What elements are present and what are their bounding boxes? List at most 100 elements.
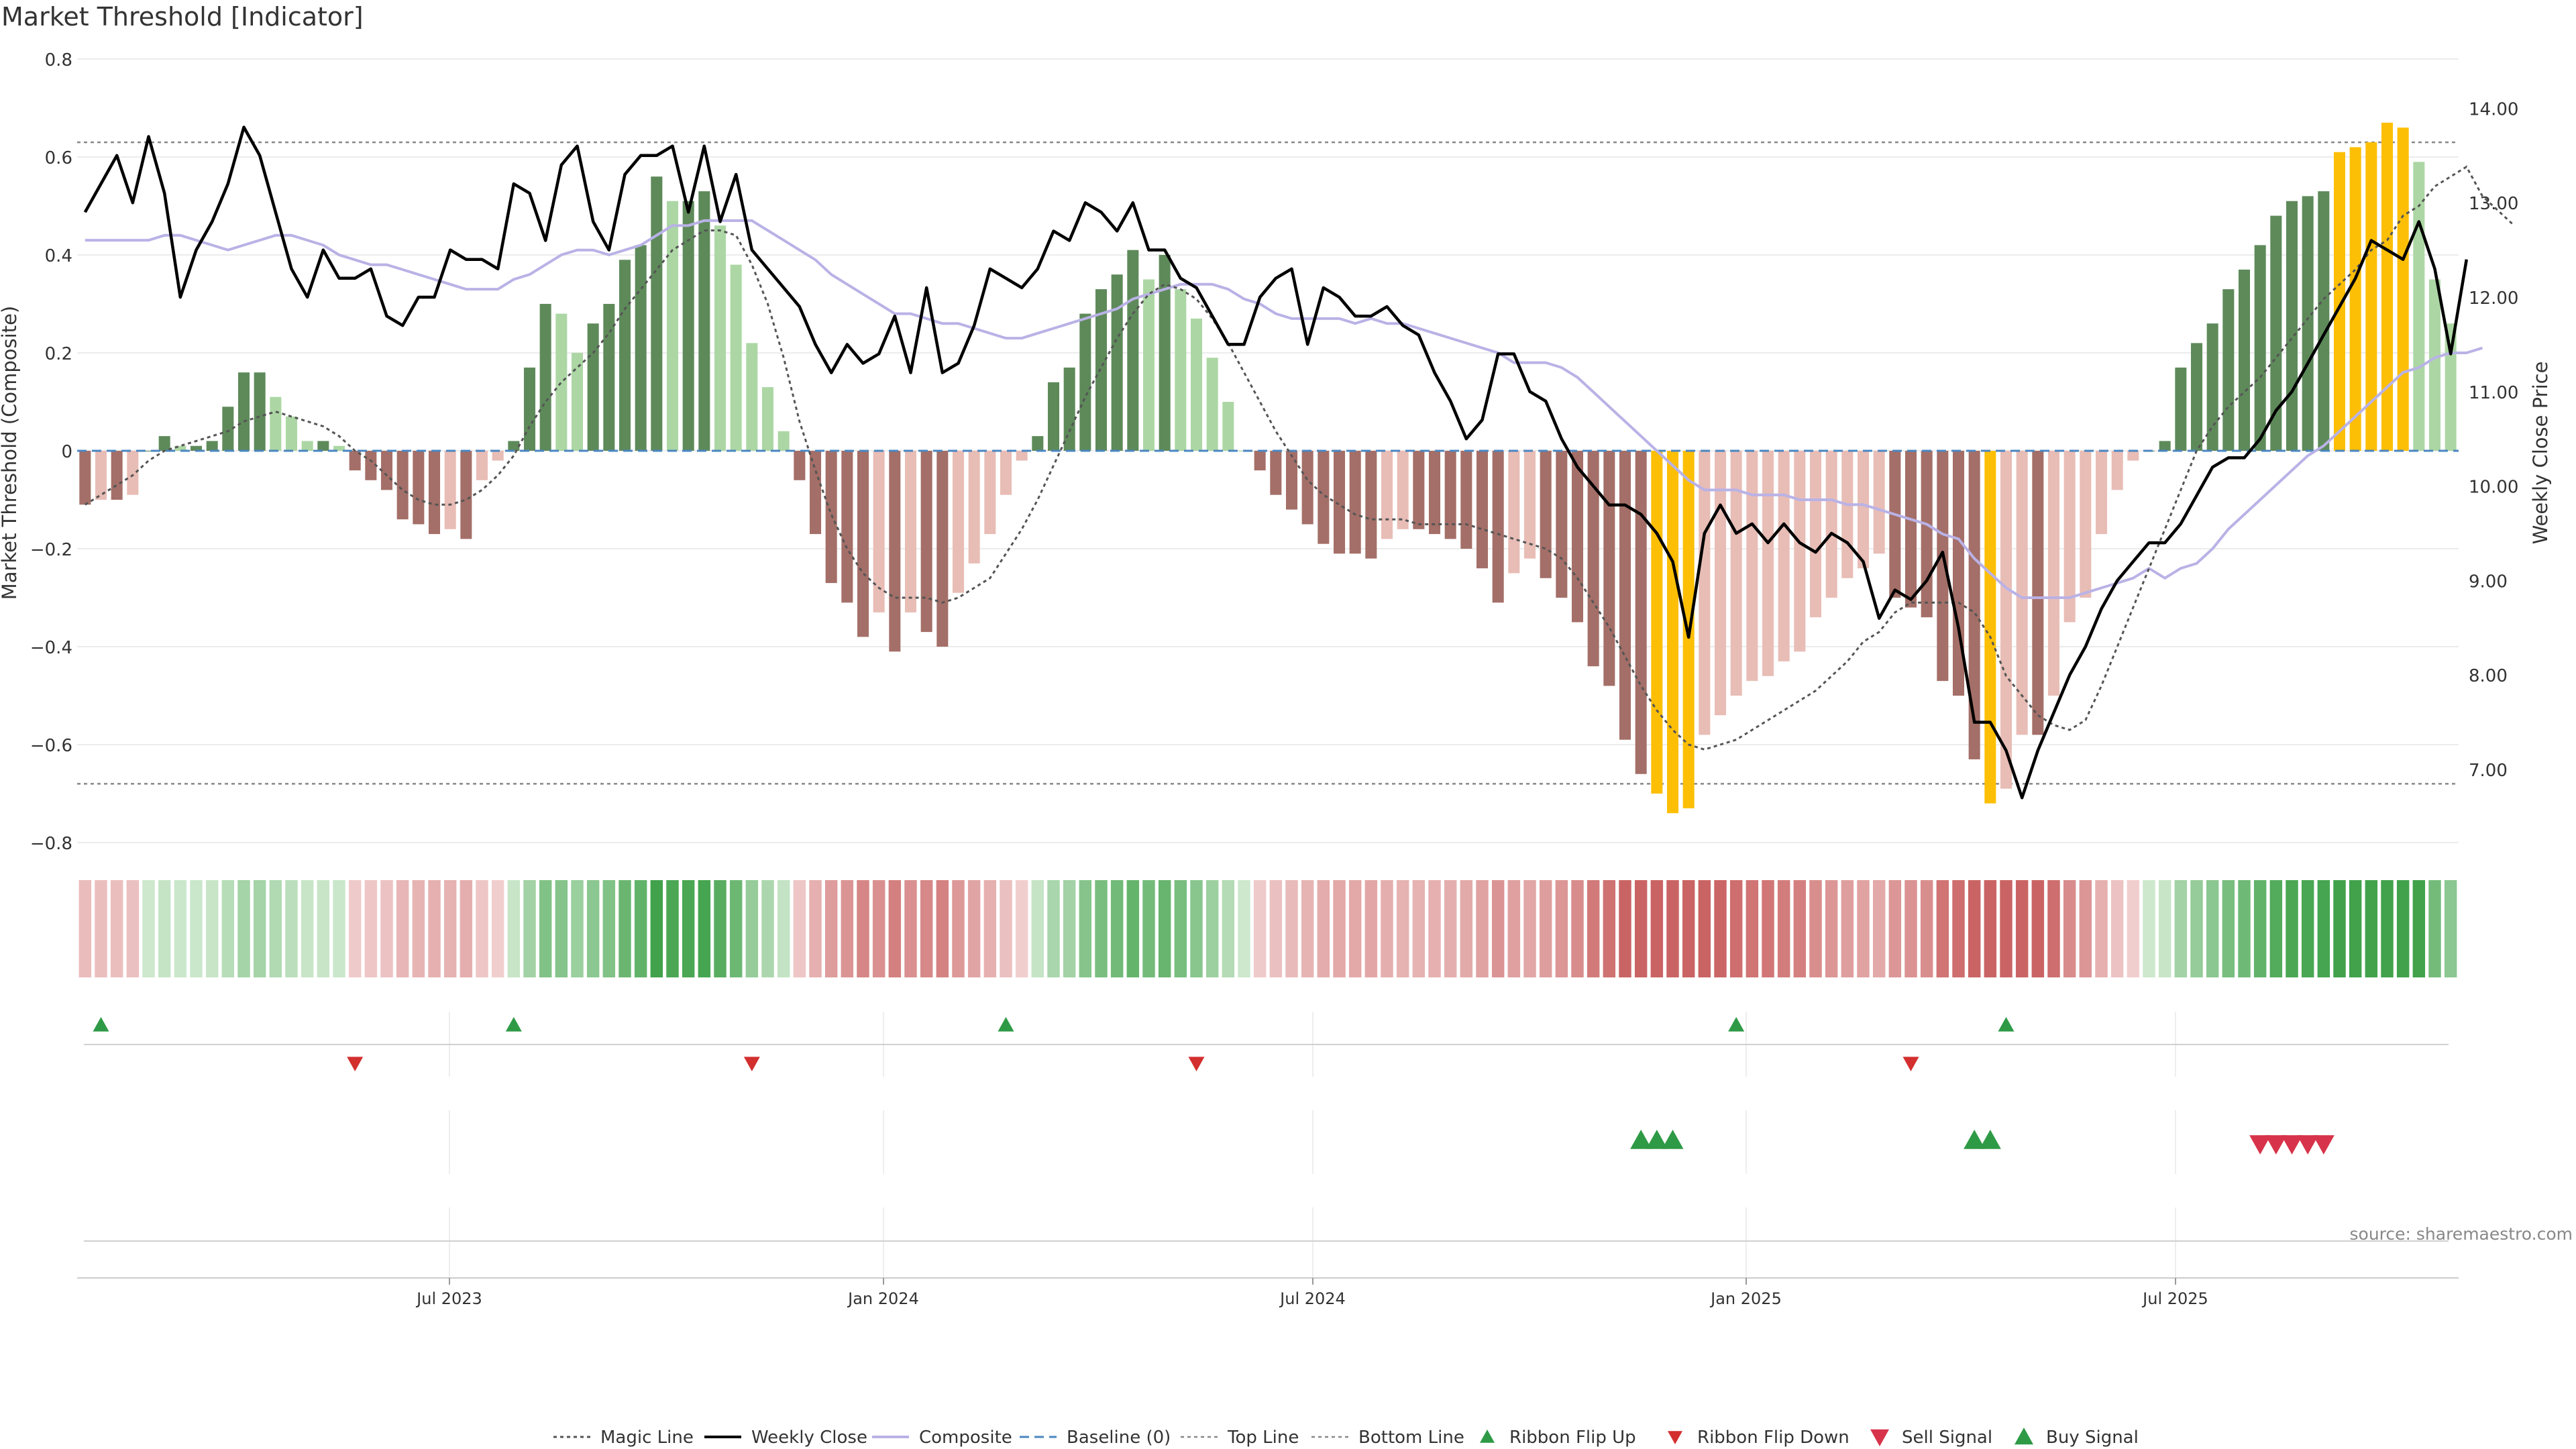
composite-bar bbox=[794, 451, 806, 480]
right-tick-label: 13.00 bbox=[2469, 194, 2518, 214]
composite-bar bbox=[1841, 451, 1854, 578]
ribbon-cell bbox=[253, 880, 266, 977]
ribbon-cell bbox=[1301, 880, 1314, 977]
composite-bar bbox=[1857, 451, 1870, 569]
composite-bar bbox=[1254, 451, 1266, 471]
ribbon-cell bbox=[555, 880, 568, 977]
ribbon-cell bbox=[602, 880, 616, 977]
ribbon-cell bbox=[1523, 880, 1536, 977]
sell-signal-marker bbox=[2249, 1135, 2271, 1155]
composite-bar bbox=[1540, 451, 1552, 578]
ribbon-cell bbox=[2095, 880, 2108, 977]
ribbon-cell bbox=[2317, 880, 2330, 977]
ribbon-cell bbox=[285, 880, 298, 977]
composite-bar bbox=[1523, 451, 1536, 559]
ribbon-cell bbox=[2000, 880, 2012, 977]
ribbon-cell bbox=[1253, 880, 1267, 977]
composite-bar bbox=[2238, 269, 2251, 451]
ribbon-cell bbox=[237, 880, 250, 977]
chart-title: Market Threshold [Indicator] bbox=[1, 2, 364, 32]
ribbon-cell bbox=[1587, 880, 1600, 977]
composite-bar bbox=[301, 441, 313, 451]
composite-bar bbox=[841, 451, 853, 603]
composite-bar bbox=[1889, 451, 1901, 598]
composite-bar bbox=[1444, 451, 1456, 539]
ribbon-cell bbox=[1714, 880, 1727, 977]
composite-bar bbox=[111, 451, 123, 500]
ribbon-cell bbox=[2349, 880, 2362, 977]
ribbon-cell bbox=[1793, 880, 1807, 977]
ribbon-cell bbox=[2222, 880, 2235, 977]
composite-bar bbox=[2222, 289, 2235, 451]
ribbon-cell bbox=[1936, 880, 1949, 977]
ribbon-cell bbox=[2396, 880, 2410, 977]
composite-bar bbox=[285, 416, 298, 451]
composite-bar bbox=[1968, 451, 1980, 759]
composite-bar bbox=[476, 451, 488, 480]
ribbon-cell bbox=[142, 880, 155, 977]
ribbon-cell bbox=[967, 880, 981, 977]
ribbon-cell bbox=[2253, 880, 2267, 977]
ribbon-cell bbox=[1205, 880, 1219, 977]
left-tick-label: 0.4 bbox=[45, 246, 72, 266]
composite-bar bbox=[1175, 289, 1187, 451]
ribbon-cell bbox=[2174, 880, 2188, 977]
ribbon-cell bbox=[1000, 880, 1012, 977]
ribbon-cell bbox=[1079, 880, 1092, 977]
composite-bar bbox=[920, 451, 932, 633]
composite-bar bbox=[666, 201, 679, 451]
ribbon-cell bbox=[888, 880, 902, 977]
ribbon-cell bbox=[1142, 880, 1155, 977]
ribbon-cell bbox=[2286, 880, 2298, 977]
composite-bar bbox=[1016, 451, 1028, 461]
composite-bar bbox=[1937, 451, 1949, 682]
composite-bar bbox=[2302, 196, 2314, 451]
ribbon-cell bbox=[1444, 880, 1457, 977]
composite-bar bbox=[508, 441, 520, 451]
ribbon-cell bbox=[2190, 880, 2203, 977]
composite-bar bbox=[396, 451, 409, 520]
ribbon-cell bbox=[491, 880, 504, 977]
ribbon-flip-up-marker bbox=[505, 1017, 522, 1032]
composite-bar bbox=[1825, 451, 1837, 598]
composite-bar bbox=[761, 387, 774, 451]
ribbon-cell bbox=[1634, 880, 1648, 977]
composite-bar bbox=[2445, 323, 2457, 451]
composite-bar bbox=[651, 176, 663, 451]
composite-bar bbox=[1032, 436, 1044, 451]
composite-bar bbox=[254, 372, 266, 451]
ribbon-cell bbox=[1872, 880, 1886, 977]
ribbon-cell bbox=[983, 880, 997, 977]
ribbon-cell bbox=[221, 880, 235, 977]
composite-bar bbox=[2095, 451, 2108, 535]
source-credit: source: sharemaestro.com bbox=[2350, 1224, 2573, 1244]
x-tick-label: Jul 2023 bbox=[415, 1289, 482, 1308]
x-axis: Jul 2023 Jan 2024 Jul 2024 Jan 2025 Jul 2025 bbox=[77, 1277, 2459, 1308]
ribbon-cell bbox=[190, 880, 203, 977]
ribbon-flip-down-marker bbox=[1902, 1057, 1919, 1071]
ribbon-cell bbox=[2444, 880, 2457, 977]
composite-bar bbox=[1952, 451, 1965, 696]
buy-signal-marker bbox=[1964, 1130, 1986, 1149]
sell-signal-marker bbox=[2297, 1135, 2319, 1155]
ribbon-cell bbox=[920, 880, 933, 977]
ribbon-cell bbox=[1364, 880, 1378, 977]
ribbon-cell bbox=[523, 880, 536, 977]
composite-bar bbox=[349, 451, 361, 471]
composite-bar bbox=[413, 451, 425, 525]
ribbon-cell bbox=[1095, 880, 1108, 977]
ribbon-cell bbox=[1603, 880, 1616, 977]
ribbon-cell bbox=[333, 880, 345, 977]
ribbon-cell bbox=[2301, 880, 2314, 977]
x-tick-label: Jan 2024 bbox=[847, 1289, 919, 1308]
composite-bar bbox=[2365, 142, 2377, 451]
sell-signal-marker bbox=[2265, 1135, 2287, 1155]
left-tick-label: −0.2 bbox=[30, 540, 72, 560]
ribbon-cell bbox=[2079, 880, 2092, 977]
ribbon-cell bbox=[1158, 880, 1171, 977]
composite-bar bbox=[1301, 451, 1313, 525]
ribbon-cell bbox=[571, 880, 584, 977]
ribbon-cell bbox=[1777, 880, 1790, 977]
legend-label: Bottom Line bbox=[1358, 1428, 1464, 1448]
ribbon-cell bbox=[1047, 880, 1060, 977]
